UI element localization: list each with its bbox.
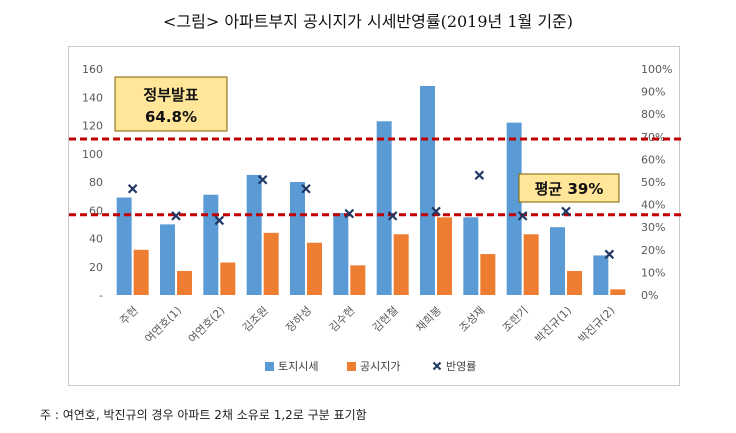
left-axis-tick-label: 160 (82, 63, 103, 76)
ratio-marker (517, 211, 528, 221)
chart-canvas: -204060801001201401600%10%20%30%40%50%60… (69, 63, 681, 373)
left-axis-tick-label: - (99, 289, 103, 302)
right-axis-tick-label: 60% (641, 153, 665, 166)
ratio-marker (604, 249, 615, 260)
ratio-marker (127, 184, 138, 194)
average-callout-box (518, 173, 620, 203)
land-price-bar (116, 197, 132, 295)
land-price-bar (290, 182, 305, 295)
left-axis-tick-label: 40 (89, 233, 103, 246)
government-callout-value: 64.8% (145, 108, 197, 126)
category-label: 박진규(2) (576, 304, 618, 346)
right-axis-tick-label: 0% (641, 289, 658, 302)
ratio-marker (301, 184, 311, 194)
category-label: 김수현 (327, 304, 358, 335)
official-price-bar (133, 249, 149, 295)
category-label: 주현 (117, 304, 141, 328)
land-price-bar (333, 213, 349, 295)
legend-swatch-land-price (265, 362, 274, 371)
official-price-bar (393, 234, 409, 295)
ratio-marker (387, 211, 398, 221)
official-price-bar (610, 289, 626, 295)
legend-swatch-official-price (347, 362, 356, 371)
ratio-marker (214, 215, 225, 226)
official-price-bar (480, 254, 496, 295)
right-axis-tick-label: 90% (641, 86, 665, 99)
ratio-marker (171, 211, 181, 221)
land-price-bar (463, 217, 479, 295)
land-price-bar (550, 227, 565, 295)
ratio-marker (431, 206, 441, 217)
category-label: 박진규(1) (532, 304, 574, 346)
legend-label-official-price: 공시지가 (360, 360, 400, 373)
chart-title: <그림> 아파트부지 공시지가 시세반영률(2019년 1월 기준) (162, 12, 574, 31)
category-label: 김조원 (240, 304, 271, 335)
government-callout-box (114, 76, 228, 132)
right-axis-tick-label: 10% (641, 266, 665, 279)
average-callout-label: 평균 39% (535, 180, 604, 198)
official-price-bar (437, 217, 452, 295)
land-price-bar (420, 85, 435, 295)
left-axis-tick-label: 140 (82, 91, 103, 104)
land-price-bar (593, 255, 609, 295)
category-label: 장하성 (283, 303, 314, 334)
chart-frame: -20 40 60 80 100 120 140 160 0% 10% 20% 30% 40% 50% 60… (68, 46, 681, 386)
land-price-bar (246, 174, 262, 295)
ratio-marker (561, 206, 571, 217)
category-label: 김현철 (370, 304, 401, 335)
legend-label-ratio: 반영률 (446, 360, 476, 373)
official-price-bar (263, 232, 279, 295)
left-axis-tick-label: 20 (89, 261, 103, 274)
category-label: 조한기 (500, 304, 531, 335)
right-axis-tick-label: 30% (641, 221, 665, 234)
right-axis-tick-label: 20% (641, 244, 665, 257)
left-axis-tick-label: 100 (82, 148, 103, 161)
official-price-bar (307, 242, 322, 295)
left-axis-tick-label: 80 (89, 176, 103, 189)
legend-label-land-price: 토지시세 (278, 360, 318, 373)
official-price-bar (523, 234, 539, 295)
land-price-bar (203, 194, 219, 295)
category-label: 채희봉 (413, 304, 444, 335)
ratio-marker (474, 170, 485, 180)
land-price-bar (506, 122, 522, 295)
official-price-bar (567, 270, 582, 295)
right-axis-tick-label: 80% (641, 108, 665, 121)
category-label: 여연호(2) (186, 304, 228, 346)
official-price-bar (177, 270, 192, 295)
official-price-bar (220, 262, 236, 295)
legend-marker-ratio (432, 361, 442, 371)
category-label: 여연호(1) (142, 304, 184, 346)
left-axis-tick-label: 120 (82, 120, 103, 133)
land-price-bar (160, 224, 175, 295)
right-axis-tick-label: 100% (641, 63, 672, 76)
land-price-bar (376, 121, 392, 295)
official-price-bar (350, 265, 366, 295)
footnote: 주 : 여연호, 박진규의 경우 아파트 2채 소유로 1,2로 구분 표기함 (40, 408, 367, 422)
right-axis-tick-label: 40% (641, 199, 665, 212)
category-label: 조성재 (457, 304, 488, 335)
ratio-marker (257, 174, 268, 185)
right-axis-tick-label: 50% (641, 176, 665, 189)
government-callout-label: 정부발표 (143, 86, 198, 104)
ratio-marker (344, 208, 355, 219)
right-axis-tick-label: 70% (641, 131, 665, 144)
